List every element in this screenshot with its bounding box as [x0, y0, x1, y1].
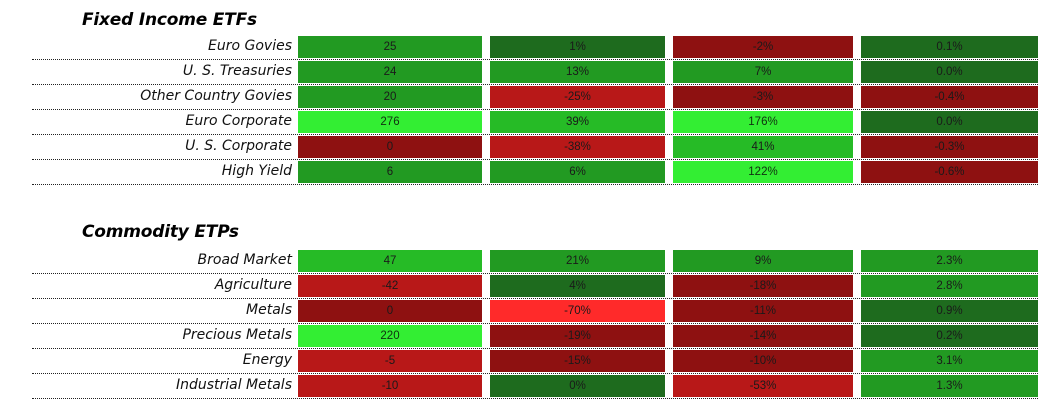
data-cell: -2% — [673, 36, 853, 58]
table-row: Metals 0 -70% -11% 0.9% — [32, 299, 1038, 324]
data-cell: 220 — [298, 325, 482, 347]
row-label: U. S. Corporate — [185, 138, 292, 154]
data-cell: 0.0% — [861, 61, 1038, 83]
data-cell: -38% — [490, 136, 665, 158]
data-cell: -19% — [490, 325, 665, 347]
row-label: Energy — [242, 352, 292, 368]
data-cell: 24 — [298, 61, 482, 83]
section-title-commodity: Commodity ETPs — [82, 222, 239, 242]
data-cell: 2.8% — [861, 275, 1038, 297]
table-row: High Yield 6 6% 122% -0.6% — [32, 160, 1038, 185]
data-cell: -0.4% — [861, 86, 1038, 108]
data-cell: -10 — [298, 375, 482, 397]
data-cell: 3.1% — [861, 350, 1038, 372]
data-cell: 9% — [673, 250, 853, 272]
data-cell: 7% — [673, 61, 853, 83]
data-cell: 276 — [298, 111, 482, 133]
section-title-fixed-income: Fixed Income ETFs — [82, 10, 257, 30]
data-cell: 2.3% — [861, 250, 1038, 272]
data-cell: -0.3% — [861, 136, 1038, 158]
table-row: Precious Metals 220 -19% -14% 0.2% — [32, 324, 1038, 349]
data-cell: -15% — [490, 350, 665, 372]
data-cell: 41% — [673, 136, 853, 158]
data-cell: -3% — [673, 86, 853, 108]
data-cell: 0 — [298, 300, 482, 322]
data-cell: 0.1% — [861, 36, 1038, 58]
row-label: Other Country Govies — [140, 88, 292, 104]
table-row: U. S. Corporate 0 -38% 41% -0.3% — [32, 135, 1038, 160]
row-label: Precious Metals — [182, 327, 292, 343]
data-cell: 4% — [490, 275, 665, 297]
data-cell: 6 — [298, 161, 482, 183]
data-cell: 0.2% — [861, 325, 1038, 347]
data-cell: -10% — [673, 350, 853, 372]
data-cell: 25 — [298, 36, 482, 58]
row-label: Broad Market — [197, 252, 292, 268]
data-cell: 1.3% — [861, 375, 1038, 397]
data-cell: 0.9% — [861, 300, 1038, 322]
data-cell: 39% — [490, 111, 665, 133]
table-row: U. S. Treasuries 24 13% 7% 0.0% — [32, 60, 1038, 85]
table-row: Broad Market 47 21% 9% 2.3% — [32, 249, 1038, 274]
data-cell: 20 — [298, 86, 482, 108]
row-label: Industrial Metals — [175, 377, 292, 393]
data-cell: 6% — [490, 161, 665, 183]
table-row: Euro Govies 25 1% -2% 0.1% — [32, 35, 1038, 60]
row-label: Agriculture — [214, 277, 292, 293]
data-cell: 47 — [298, 250, 482, 272]
data-cell: 176% — [673, 111, 853, 133]
data-cell: -53% — [673, 375, 853, 397]
data-cell: 0.0% — [861, 111, 1038, 133]
table-row: Energy -5 -15% -10% 3.1% — [32, 349, 1038, 374]
row-label: Euro Govies — [208, 38, 292, 54]
data-cell: -11% — [673, 300, 853, 322]
data-cell: -0.6% — [861, 161, 1038, 183]
row-label: Metals — [246, 302, 292, 318]
data-cell: 0 — [298, 136, 482, 158]
data-cell: -42 — [298, 275, 482, 297]
table-row: Industrial Metals -10 0% -53% 1.3% — [32, 374, 1038, 399]
row-label: Euro Corporate — [185, 113, 292, 129]
data-cell: -70% — [490, 300, 665, 322]
data-cell: 1% — [490, 36, 665, 58]
table-row: Agriculture -42 4% -18% 2.8% — [32, 274, 1038, 299]
row-label: High Yield — [221, 163, 292, 179]
data-cell: -14% — [673, 325, 853, 347]
data-cell: 122% — [673, 161, 853, 183]
data-cell: -25% — [490, 86, 665, 108]
table-row: Other Country Govies 20 -25% -3% -0.4% — [32, 85, 1038, 110]
data-cell: 21% — [490, 250, 665, 272]
data-cell: 0% — [490, 375, 665, 397]
data-cell: -18% — [673, 275, 853, 297]
row-label: U. S. Treasuries — [182, 63, 292, 79]
data-cell: 13% — [490, 61, 665, 83]
data-cell: -5 — [298, 350, 482, 372]
table-row: Euro Corporate 276 39% 176% 0.0% — [32, 110, 1038, 135]
